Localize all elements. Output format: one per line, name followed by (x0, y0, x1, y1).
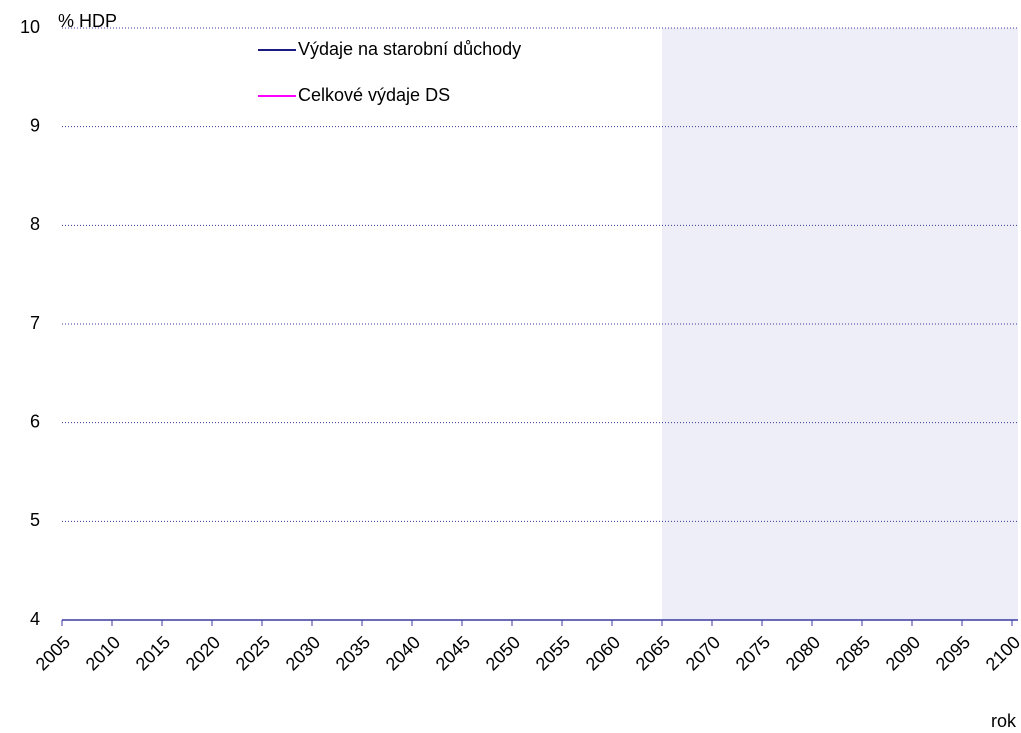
x-tick-label: 2015 (132, 632, 174, 674)
y-tick-label: 8 (30, 214, 40, 234)
y-tick-label: 4 (30, 609, 40, 629)
x-tick-label: 2060 (582, 632, 624, 674)
y-tick-label: 9 (30, 115, 40, 135)
x-tick-label: 2065 (632, 632, 674, 674)
y-tick-label: 7 (30, 313, 40, 333)
x-tick-label: 2090 (882, 632, 924, 674)
y-tick-label: 5 (30, 510, 40, 530)
x-tick-label: 2020 (182, 632, 224, 674)
x-tick-label: 2100 (982, 632, 1021, 674)
legend-label: Celkové výdaje DS (298, 85, 450, 105)
y-tick-label: 6 (30, 411, 40, 431)
x-tick-label: 2085 (832, 632, 874, 674)
x-tick-label: 2080 (782, 632, 824, 674)
y-axis-label: % HDP (58, 11, 117, 31)
x-tick-label: 2055 (532, 632, 574, 674)
x-tick-label: 2030 (282, 632, 324, 674)
x-tick-label: 2050 (482, 632, 524, 674)
x-tick-label: 2075 (732, 632, 774, 674)
x-tick-label: 2025 (232, 632, 274, 674)
x-tick-label: 2095 (932, 632, 974, 674)
legend-label: Výdaje na starobní důchody (298, 39, 521, 59)
x-tick-label: 2005 (32, 632, 74, 674)
x-axis-label: rok (991, 711, 1017, 731)
x-tick-label: 2070 (682, 632, 724, 674)
x-tick-label: 2045 (432, 632, 474, 674)
x-tick-label: 2035 (332, 632, 374, 674)
x-tick-label: 2010 (82, 632, 124, 674)
y-tick-label: 10 (20, 17, 40, 37)
x-tick-label: 2040 (382, 632, 424, 674)
